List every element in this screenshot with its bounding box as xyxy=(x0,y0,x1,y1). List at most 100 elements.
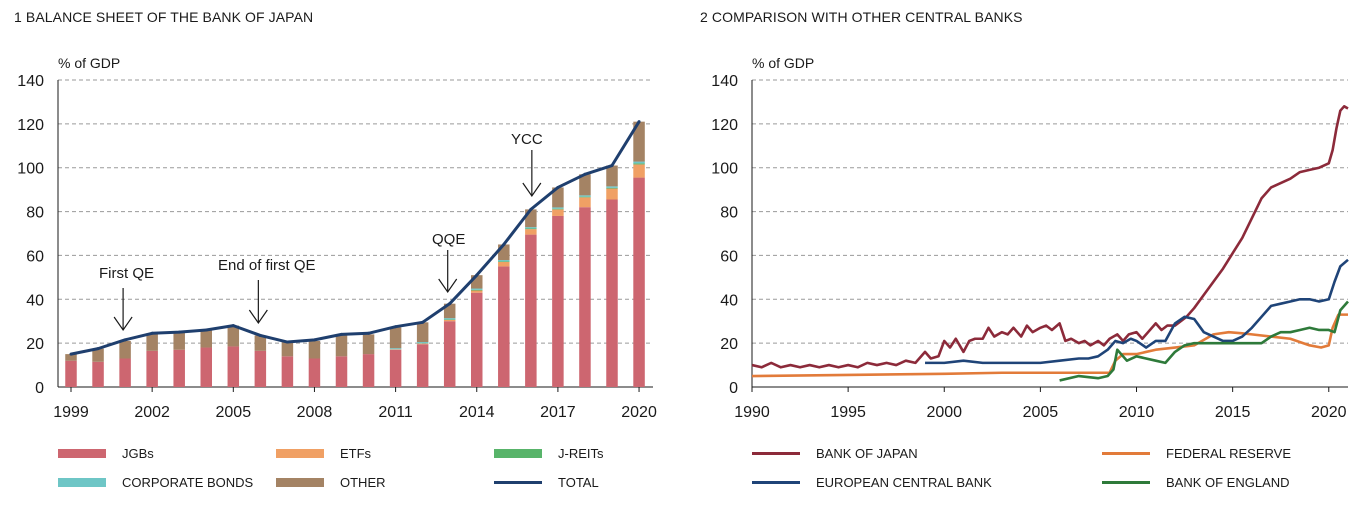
total-point xyxy=(583,172,587,176)
total-point xyxy=(448,302,452,306)
series-line-federal-reserve xyxy=(751,313,1348,378)
boj-legend-item: JGBs xyxy=(58,446,154,461)
bar-jgbs xyxy=(633,177,645,387)
total-point xyxy=(285,340,289,344)
legend-label: BANK OF JAPAN xyxy=(816,446,918,461)
left-panel-title: 1 BALANCE SHEET OF THE BANK OF JAPAN xyxy=(14,9,314,25)
legend-swatch xyxy=(752,481,800,484)
total-point xyxy=(312,338,316,342)
bar-jreits xyxy=(552,208,564,210)
bar-etfs xyxy=(498,262,510,267)
bar-other xyxy=(335,334,348,357)
boj-legend-item: CORPORATE BONDS xyxy=(58,475,253,490)
total-point xyxy=(610,164,614,168)
cb-x-tick-label: 1990 xyxy=(734,404,770,421)
boj-y-tick-label: 0 xyxy=(35,380,44,397)
boj-x-tick-label: 2014 xyxy=(459,404,495,421)
annotation-arrowhead xyxy=(248,309,268,325)
bar-corporate-bonds xyxy=(443,318,456,320)
bar-other xyxy=(471,275,483,289)
total-point xyxy=(340,332,343,336)
bar-etfs xyxy=(471,290,483,293)
bar-jreits xyxy=(498,261,510,263)
bar-corporate-bonds xyxy=(525,227,537,229)
legend-swatch xyxy=(494,449,542,458)
total-point xyxy=(637,120,641,124)
boj-legend-item: OTHER xyxy=(276,475,386,490)
cb-legend-item: FEDERAL RESERVE xyxy=(1102,446,1291,461)
bar-other xyxy=(362,334,375,355)
total-point xyxy=(177,330,181,334)
bar-corporate-bonds xyxy=(633,161,645,164)
cb-y-tick-label: 80 xyxy=(720,205,738,222)
bar-jreits xyxy=(579,196,591,198)
bar-etfs xyxy=(525,229,537,235)
bar-etfs xyxy=(606,188,618,200)
bar-other xyxy=(389,327,402,349)
bar-other xyxy=(173,332,185,350)
legend-label: FEDERAL RESERVE xyxy=(1166,446,1291,461)
bar-corporate-bonds xyxy=(552,207,564,209)
annotation-arrowhead xyxy=(522,182,542,198)
annotation-arrowhead xyxy=(438,278,458,294)
right-panel-title: 2 COMPARISON WITH OTHER CENTRAL BANKS xyxy=(700,9,1023,25)
bar-jgbs xyxy=(281,356,294,387)
bar-jreits xyxy=(525,228,537,230)
bar-jgbs xyxy=(308,358,321,387)
total-point xyxy=(367,331,371,335)
bar-jreits xyxy=(633,163,645,165)
central-banks-comparison-chart: 0 20 40 60 80 100 120 140 % of GDP 1990 1995 2000 20… xyxy=(711,55,1349,421)
cb-y-tick-label: 60 xyxy=(720,248,738,265)
cb-y-tick-label: 100 xyxy=(711,161,738,178)
bar-other xyxy=(281,342,294,357)
legend-swatch xyxy=(276,478,324,487)
bar-jgbs xyxy=(92,361,104,387)
bar-other xyxy=(633,121,645,162)
bar-jgbs xyxy=(65,360,77,387)
bar-etfs xyxy=(443,319,456,322)
bar-jgbs xyxy=(579,207,591,387)
bar-jgbs xyxy=(254,350,267,387)
legend-label: BANK OF ENGLAND xyxy=(1166,475,1290,490)
cb-x-tick-label: 2005 xyxy=(1023,404,1059,421)
boj-legend-item: ETFs xyxy=(276,446,371,461)
bar-corporate-bonds xyxy=(498,260,510,262)
bar-corporate-bonds xyxy=(416,342,429,344)
cb-legend-item: EUROPEAN CENTRAL BANK xyxy=(752,475,992,490)
total-point xyxy=(529,207,533,211)
cb-y-tick-label: 20 xyxy=(720,336,738,353)
boj-legend-item: TOTAL xyxy=(494,475,599,490)
cb-x-tick-label: 2010 xyxy=(1119,404,1155,421)
bar-other xyxy=(227,325,240,347)
legend-label: TOTAL xyxy=(558,475,599,490)
boj-y-tick-label: 40 xyxy=(26,292,44,309)
boj-y-tick-label: 140 xyxy=(17,73,44,90)
total-point xyxy=(123,338,127,342)
bar-other xyxy=(65,354,77,361)
total-point xyxy=(231,324,235,328)
bar-jgbs xyxy=(389,349,402,387)
cb-y-tick-label: 120 xyxy=(711,117,738,134)
legend-label: OTHER xyxy=(340,475,386,490)
total-point xyxy=(258,333,262,337)
bar-etfs xyxy=(633,164,645,178)
bar-jgbs xyxy=(471,292,483,387)
bar-etfs xyxy=(416,343,429,345)
annotation-label: First QE xyxy=(99,265,154,282)
series-line-bank-of-england xyxy=(1059,300,1349,382)
boj-y-tick-label: 120 xyxy=(17,117,44,134)
series-line-bank-of-japan xyxy=(751,105,1349,369)
bar-other xyxy=(308,340,321,359)
bar-jgbs xyxy=(362,354,375,387)
total-point xyxy=(69,352,73,356)
bar-other xyxy=(254,335,267,351)
bar-other xyxy=(443,303,456,319)
legend-swatch xyxy=(752,452,800,455)
bar-etfs xyxy=(579,197,591,208)
bar-jreits xyxy=(606,187,618,189)
annotation-label: End of first QE xyxy=(218,257,316,274)
total-point xyxy=(502,242,506,246)
legend-label: EUROPEAN CENTRAL BANK xyxy=(816,475,992,490)
bar-jgbs xyxy=(443,321,456,387)
annotation-label: QQE xyxy=(432,231,465,248)
